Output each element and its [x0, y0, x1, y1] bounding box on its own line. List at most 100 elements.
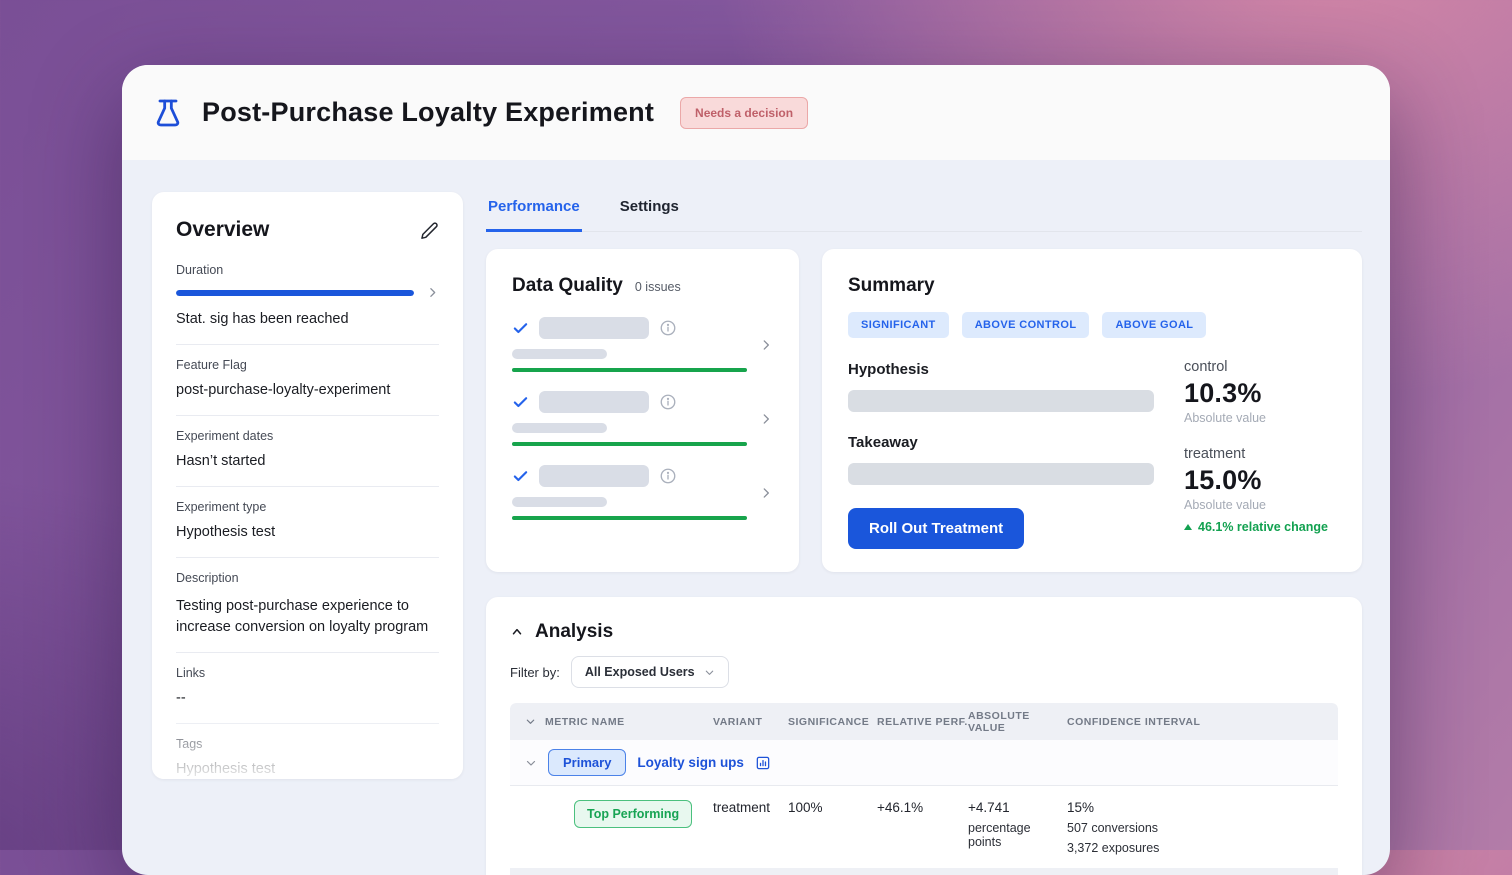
field-label: Links: [176, 666, 206, 681]
page-title: Post-Purchase Loyalty Experiment: [202, 97, 655, 127]
app-header: Post-Purchase Loyalty Experiment Needs a…: [122, 65, 1390, 160]
field-label: Description: [176, 571, 239, 586]
column-header: Confidence Interval: [1067, 715, 1201, 728]
chevron-right-icon: [759, 412, 773, 426]
chevron-right-icon: [759, 486, 773, 500]
tab-settings[interactable]: Settings: [619, 198, 679, 215]
column-header: Significance: [788, 715, 870, 728]
check-icon: [512, 320, 529, 337]
exposures-count: 3,372 exposures: [1067, 841, 1160, 855]
overview-dates-section: Experiment dates Hasn’t started: [176, 416, 439, 488]
skeleton-placeholder: [512, 349, 607, 359]
duration-progress-row[interactable]: [176, 286, 439, 299]
field-label: Experiment dates: [176, 429, 274, 444]
column-header: Metric Name: [545, 715, 625, 728]
data-quality-title: Data Quality: [512, 275, 623, 296]
metric-group-row[interactable]: Primary Loyalty sign ups: [510, 740, 1338, 786]
analysis-header[interactable]: Analysis: [510, 621, 1338, 643]
skeleton-placeholder: [539, 317, 649, 339]
table-header-row: Metric Name Variant Significance Relativ…: [510, 703, 1338, 740]
absolute-value-units: percentage points: [968, 821, 1031, 849]
check-status-bar: [512, 368, 747, 372]
top-performing-badge: Top Performing: [574, 800, 693, 828]
skeleton-placeholder: [539, 391, 649, 413]
check-icon: [512, 394, 529, 411]
summary-card: Summary SIGNIFICANT ABOVE CONTROL ABOVE …: [822, 249, 1362, 572]
overview-type-section: Experiment type Hypothesis test: [176, 487, 439, 559]
check-icon: [512, 468, 529, 485]
skeleton-placeholder: [848, 390, 1154, 412]
data-quality-check-row[interactable]: [512, 317, 773, 372]
skeleton-placeholder: [512, 423, 607, 433]
confidence-interval-cell: 15%: [1067, 800, 1095, 815]
data-quality-check-row[interactable]: [512, 391, 773, 446]
control-block: control 10.3% Absolute value: [1184, 359, 1336, 425]
chevron-up-icon: [510, 625, 524, 639]
chevron-down-icon: [704, 667, 715, 678]
collapse-all-icon[interactable]: [525, 716, 536, 727]
above-goal-badge: ABOVE GOAL: [1102, 312, 1207, 338]
primary-badge: Primary: [548, 749, 627, 776]
arrow-up-icon: [1184, 524, 1192, 530]
table-row: Top Performing treatment 100% +46.1% +4.…: [510, 786, 1338, 868]
duration-status: Stat. sig has been reached: [176, 311, 349, 327]
chevron-down-icon[interactable]: [525, 757, 537, 769]
field-value: --: [176, 690, 186, 707]
filter-value: All Exposed Users: [584, 665, 695, 679]
field-value: Hypothesis test: [176, 761, 276, 778]
table-row-partial[interactable]: [510, 868, 1338, 875]
relative-perf-cell: +46.1%: [877, 800, 924, 815]
overview-description-section: Description Testing post-purchase experi…: [176, 558, 439, 654]
info-icon[interactable]: [659, 319, 677, 337]
duration-progress-bar: [176, 289, 414, 296]
absolute-value-cell: +4.741: [968, 800, 1010, 815]
relative-change: 46.1% relative change: [1198, 520, 1328, 534]
info-icon[interactable]: [659, 393, 677, 411]
edit-icon[interactable]: [420, 221, 439, 240]
overview-feature-flag-section: Feature Flag post-purchase-loyalty-exper…: [176, 345, 439, 417]
field-value: post-purchase-loyalty-experiment: [176, 382, 391, 399]
conversions-count: 507 conversions: [1067, 821, 1159, 835]
overview-title: Overview: [176, 218, 270, 241]
treatment-value: 15.0%: [1184, 465, 1262, 495]
chevron-right-icon: [426, 286, 439, 299]
overview-tags-section: Tags Hypothesis test Growth Loyalty: [176, 724, 439, 779]
field-value: Hasn’t started: [176, 453, 266, 470]
check-status-bar: [512, 516, 747, 520]
significance-badge: SIGNIFICANT: [848, 312, 949, 338]
bar-chart-icon[interactable]: [755, 755, 771, 771]
tab-performance[interactable]: Performance: [486, 192, 582, 232]
field-label: Experiment type: [176, 500, 267, 515]
treatment-caption: Absolute value: [1184, 498, 1267, 512]
overview-panel: Overview Duration Stat. sig has been rea…: [152, 192, 463, 779]
flask-icon: [152, 97, 184, 129]
field-value: Testing post-purchase experience to incr…: [176, 598, 429, 636]
column-header: Absolute Value: [968, 709, 1030, 734]
overview-links-section: Links --: [176, 653, 439, 725]
roll-out-treatment-button[interactable]: Roll Out Treatment: [848, 508, 1025, 549]
filter-by-label: Filter by:: [510, 664, 560, 680]
variant-cell: treatment: [713, 800, 771, 815]
control-label: control: [1184, 359, 1228, 375]
data-quality-card: Data Quality 0 issues: [486, 249, 799, 572]
summary-title: Summary: [848, 275, 935, 296]
status-badge: Needs a decision: [680, 96, 809, 129]
duration-label: Duration: [176, 263, 224, 277]
data-quality-checks: [512, 317, 773, 520]
skeleton-placeholder: [539, 465, 649, 487]
treatment-block: treatment 15.0% Absolute value 46.1% rel…: [1184, 446, 1336, 534]
skeleton-placeholder: [512, 497, 607, 507]
column-header: Variant: [713, 715, 763, 728]
skeleton-placeholder: [848, 463, 1154, 485]
exposed-users-select[interactable]: All Exposed Users: [570, 656, 729, 688]
hypothesis-label: Hypothesis: [848, 361, 929, 378]
field-label: Feature Flag: [176, 358, 247, 373]
info-icon[interactable]: [659, 467, 677, 485]
data-quality-check-row[interactable]: [512, 465, 773, 520]
control-caption: Absolute value: [1184, 411, 1267, 425]
above-control-badge: ABOVE CONTROL: [961, 312, 1090, 338]
check-status-bar: [512, 442, 747, 446]
column-header: Relative Perf.: [877, 715, 968, 728]
tab-bar: Performance Settings: [486, 192, 1362, 232]
metric-name-link[interactable]: Loyalty sign ups: [637, 755, 744, 770]
